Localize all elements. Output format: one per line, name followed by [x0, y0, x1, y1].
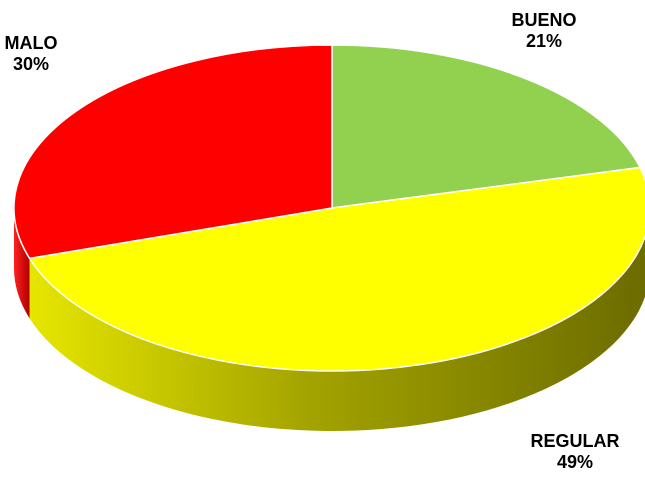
pie-tops: [13, 44, 645, 372]
pie-side-regular: [29, 236, 645, 431]
slice-label-malo-name: MALO: [4, 33, 58, 53]
slice-label-malo: MALO 30%: [0, 33, 62, 75]
slice-label-malo-value: 30%: [12, 54, 50, 74]
slice-label-regular: REGULAR 49%: [520, 431, 630, 473]
slice-label-bueno: BUENO 21%: [508, 10, 580, 52]
pie-slice-bueno: [331, 44, 641, 209]
slice-label-bueno-name: BUENO: [511, 10, 577, 30]
slice-label-bueno-value: 21%: [525, 31, 563, 51]
pie-slice-regular: [28, 166, 645, 372]
pie-slice-malo: [13, 44, 333, 260]
slice-label-regular-name: REGULAR: [530, 431, 620, 451]
slice-label-regular-value: 49%: [556, 452, 594, 472]
